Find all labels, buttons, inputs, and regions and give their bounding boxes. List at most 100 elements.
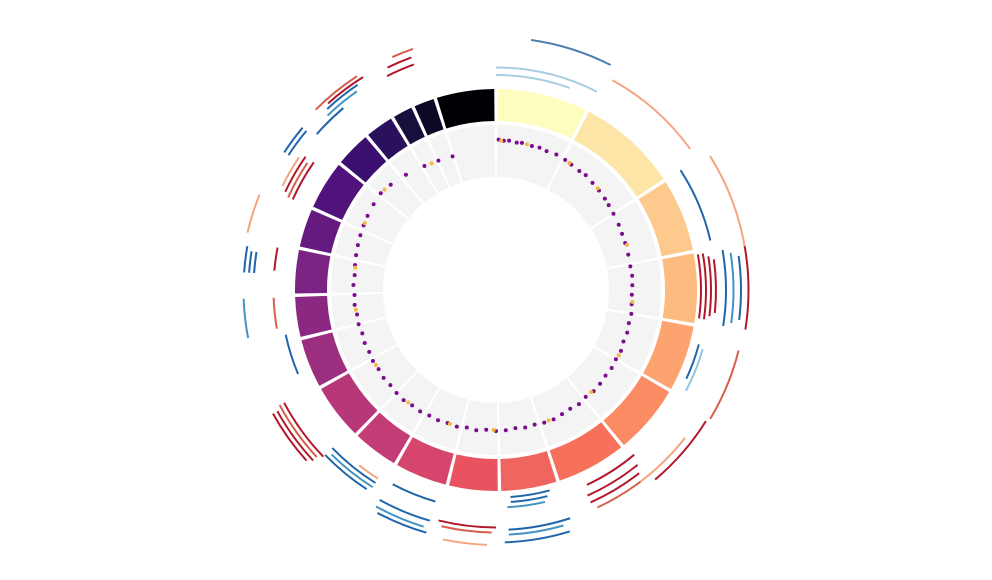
scatter-point — [613, 357, 618, 362]
scatter-point — [388, 182, 393, 187]
scatter-point — [356, 322, 361, 327]
ideogram-segment — [295, 249, 331, 294]
track-arc — [504, 530, 571, 544]
scatter-point — [353, 265, 358, 270]
scatter-point — [606, 203, 611, 208]
track-arc — [709, 350, 740, 420]
track-arc — [679, 169, 712, 241]
scatter-point — [620, 231, 625, 236]
ideogram-segment — [321, 373, 378, 434]
track-arc — [387, 56, 412, 69]
scatter-point — [611, 211, 616, 216]
scatter-point — [583, 173, 588, 178]
scatter-point — [563, 157, 568, 162]
ideogram-segment — [397, 437, 454, 485]
scatter-point — [355, 312, 360, 317]
scatter-point — [352, 292, 357, 297]
scatter-point — [513, 426, 518, 431]
scatter-point — [559, 412, 564, 417]
scatter-point — [529, 144, 534, 149]
track-arc — [743, 245, 750, 330]
scatter-point — [616, 353, 621, 358]
scatter-point — [598, 381, 603, 386]
ideogram-segment — [449, 454, 498, 491]
scatter-track-background — [334, 224, 393, 266]
track-arc — [287, 130, 308, 156]
ideogram-segment — [603, 375, 670, 446]
scatter-point — [583, 394, 588, 399]
ideogram-segment — [549, 422, 622, 481]
scatter-track-background — [429, 133, 461, 187]
scatter-track-background — [447, 125, 496, 182]
scatter-point — [418, 409, 423, 414]
scatter-point — [378, 191, 383, 196]
scatter-point — [388, 383, 393, 388]
track-arc — [248, 251, 253, 273]
scatter-point — [410, 403, 415, 408]
track-arc — [287, 162, 309, 198]
scatter-point — [542, 420, 547, 425]
track-arc — [597, 480, 642, 509]
track-arc — [737, 255, 742, 320]
track-arc — [246, 194, 261, 233]
scatter-point — [406, 400, 411, 405]
track-arc — [375, 505, 424, 528]
track-arc — [284, 334, 300, 375]
track-arc — [283, 402, 325, 458]
scatter-point — [576, 402, 581, 407]
ideogram-segment — [357, 412, 411, 464]
track-arc — [326, 90, 358, 117]
scatter-point — [491, 428, 496, 433]
scatter-point — [537, 145, 542, 150]
ideogram-segment — [662, 253, 697, 324]
scatter-point — [603, 373, 608, 378]
scatter-point — [454, 424, 459, 429]
track-arc — [654, 420, 707, 481]
scatter-point — [381, 375, 386, 380]
scatter-point — [519, 140, 524, 145]
track-arc — [281, 156, 300, 187]
track-arc — [590, 472, 640, 504]
track-arc — [684, 348, 704, 392]
track-arc — [283, 127, 304, 154]
track-arc — [587, 464, 639, 497]
track-arc — [379, 499, 431, 522]
track-arc — [326, 83, 359, 110]
scatter-point — [352, 273, 357, 278]
scatter-point — [590, 180, 595, 185]
scatter-point — [616, 222, 621, 227]
scatter-point — [484, 427, 489, 432]
scatter-point — [630, 299, 635, 304]
scatter-point — [546, 418, 551, 423]
scatter-point — [422, 164, 427, 169]
track-arc — [507, 500, 546, 509]
track-arc — [243, 245, 249, 273]
ideogram-segment — [313, 164, 364, 220]
track-arc — [611, 79, 691, 150]
scatter-point — [577, 169, 582, 174]
scatter-track-background — [607, 259, 661, 318]
scatter-point — [358, 233, 363, 238]
scatter-point — [370, 359, 375, 364]
track-arc — [696, 254, 702, 319]
scatter-track-background — [498, 397, 546, 455]
ideogram-segment — [414, 98, 444, 136]
ideogram-segment — [500, 451, 557, 491]
track-arc — [495, 66, 598, 93]
scatter-track-background — [368, 164, 423, 219]
scatter-point — [628, 264, 633, 269]
scatter-point — [551, 417, 556, 422]
ideogram-segment — [368, 118, 408, 160]
scatter-point — [532, 422, 537, 427]
track-arc — [330, 453, 374, 489]
track-arc — [701, 253, 707, 320]
scatter-point — [499, 138, 504, 143]
track-arc — [242, 298, 250, 339]
scatter-point — [544, 149, 549, 154]
track-arc — [586, 453, 635, 486]
ideogram-segment — [643, 320, 694, 389]
track-arc — [709, 155, 747, 251]
scatter-track-background — [591, 201, 658, 268]
scatter-point — [626, 321, 631, 326]
